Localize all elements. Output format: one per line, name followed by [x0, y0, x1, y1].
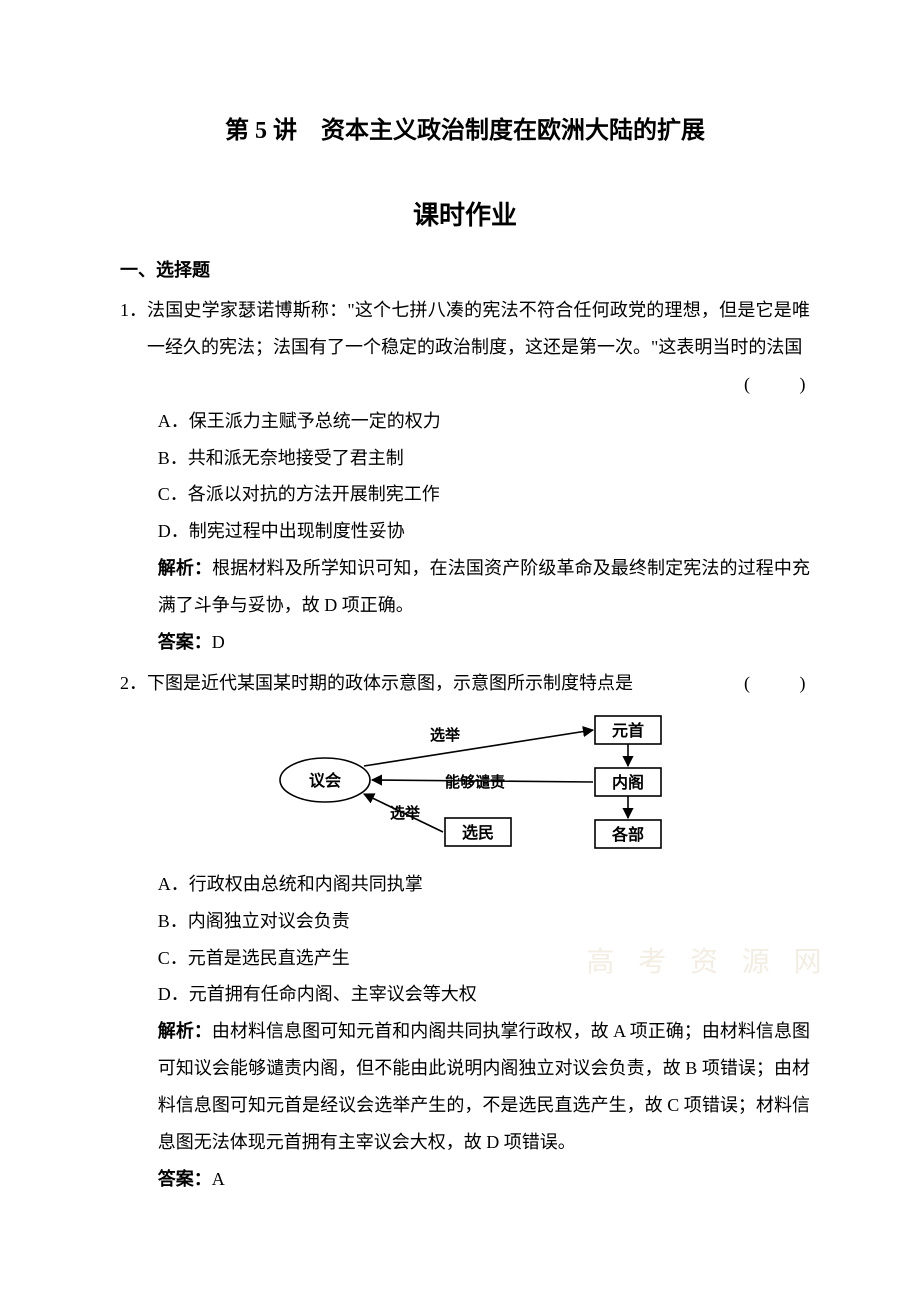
q2-answer-val: A — [212, 1169, 225, 1189]
q1-explain: 解析：根据材料及所学知识可知，在法国资产阶级革命及最终制定宪法的过程中充满了斗争… — [120, 550, 810, 624]
q2-opt-a: A．行政权由总统和内阁共同执掌 — [120, 866, 810, 903]
section-heading: 一、选择题 — [120, 256, 810, 282]
question-1: 1． 法国史学家瑟诺博斯称："这个七拼八凑的宪法不符合任何政党的理想，但是它是唯… — [120, 292, 810, 661]
explain-label-2: 解析： — [158, 1021, 212, 1041]
q1-opt-b: B．共和派无奈地接受了君主制 — [120, 440, 810, 477]
q1-blank: ( ) — [744, 366, 810, 403]
q2-opt-c: C．元首是选民直选产生 高 考 资 源 网 — [120, 940, 810, 977]
q2-number: 2． — [120, 665, 147, 702]
work-subtitle: 课时作业 — [120, 195, 810, 232]
q2-stem: 下图是近代某国某时期的政体示意图，示意图所示制度特点是 ( ) — [147, 665, 810, 702]
answer-label: 答案： — [158, 632, 212, 652]
q2-opt-d: D．元首拥有任命内阁、主宰议会等大权 — [120, 976, 810, 1013]
svg-text:能够谴责: 能够谴责 — [445, 773, 505, 791]
q1-explain-text: 根据材料及所学知识可知，在法国资产阶级革命及最终制定宪法的过程中充满了斗争与妥协… — [158, 558, 810, 615]
svg-text:各部: 各部 — [611, 825, 644, 844]
q2-blank: ( ) — [744, 665, 810, 702]
q1-number: 1． — [120, 292, 147, 403]
svg-text:选举: 选举 — [430, 726, 461, 744]
svg-text:内阁: 内阁 — [612, 773, 644, 792]
q2-opt-b: B．内阁独立对议会负责 — [120, 903, 810, 940]
q1-opt-d: D．制宪过程中出现制度性妥协 — [120, 513, 810, 550]
svg-text:议会: 议会 — [309, 771, 341, 790]
q2-explain: 解析：由材料信息图可知元首和内阁共同执掌行政权，故 A 项正确；由材料信息图可知… — [120, 1013, 810, 1161]
diagram-svg: 议会选民元首内阁各部选举能够谴责选举 — [245, 710, 685, 860]
explain-label: 解析： — [158, 558, 212, 578]
q1-answer: 答案：D — [120, 624, 810, 661]
svg-text:元首: 元首 — [612, 721, 644, 740]
svg-text:选举: 选举 — [390, 804, 421, 822]
q1-stem: 法国史学家瑟诺博斯称："这个七拼八凑的宪法不符合任何政党的理想，但是它是唯一经久… — [147, 292, 810, 403]
q1-answer-val: D — [212, 632, 225, 652]
q1-opt-c: C．各派以对抗的方法开展制宪工作 — [120, 476, 810, 513]
lesson-title: 第 5 讲 资本主义政治制度在欧洲大陆的扩展 — [120, 110, 810, 145]
q2-opt-c-text: C．元首是选民直选产生 — [158, 948, 350, 968]
q2-stem-text: 下图是近代某国某时期的政体示意图，示意图所示制度特点是 — [147, 673, 633, 693]
q1-opt-a: A．保王派力主赋予总统一定的权力 — [120, 403, 810, 440]
q2-explain-text: 由材料信息图可知元首和内阁共同执掌行政权，故 A 项正确；由材料信息图可知议会能… — [158, 1021, 810, 1152]
q1-stem-text: 法国史学家瑟诺博斯称："这个七拼八凑的宪法不符合任何政党的理想，但是它是唯一经久… — [147, 300, 810, 357]
q2-answer: 答案：A — [120, 1161, 810, 1198]
question-2: 2． 下图是近代某国某时期的政体示意图，示意图所示制度特点是 ( ) 议会选民 元… — [120, 665, 810, 1198]
answer-label-2: 答案： — [158, 1169, 212, 1189]
svg-text:选民: 选民 — [462, 824, 494, 842]
polity-diagram: 议会选民元首内阁各部选举能够谴责选举 — [120, 710, 810, 860]
